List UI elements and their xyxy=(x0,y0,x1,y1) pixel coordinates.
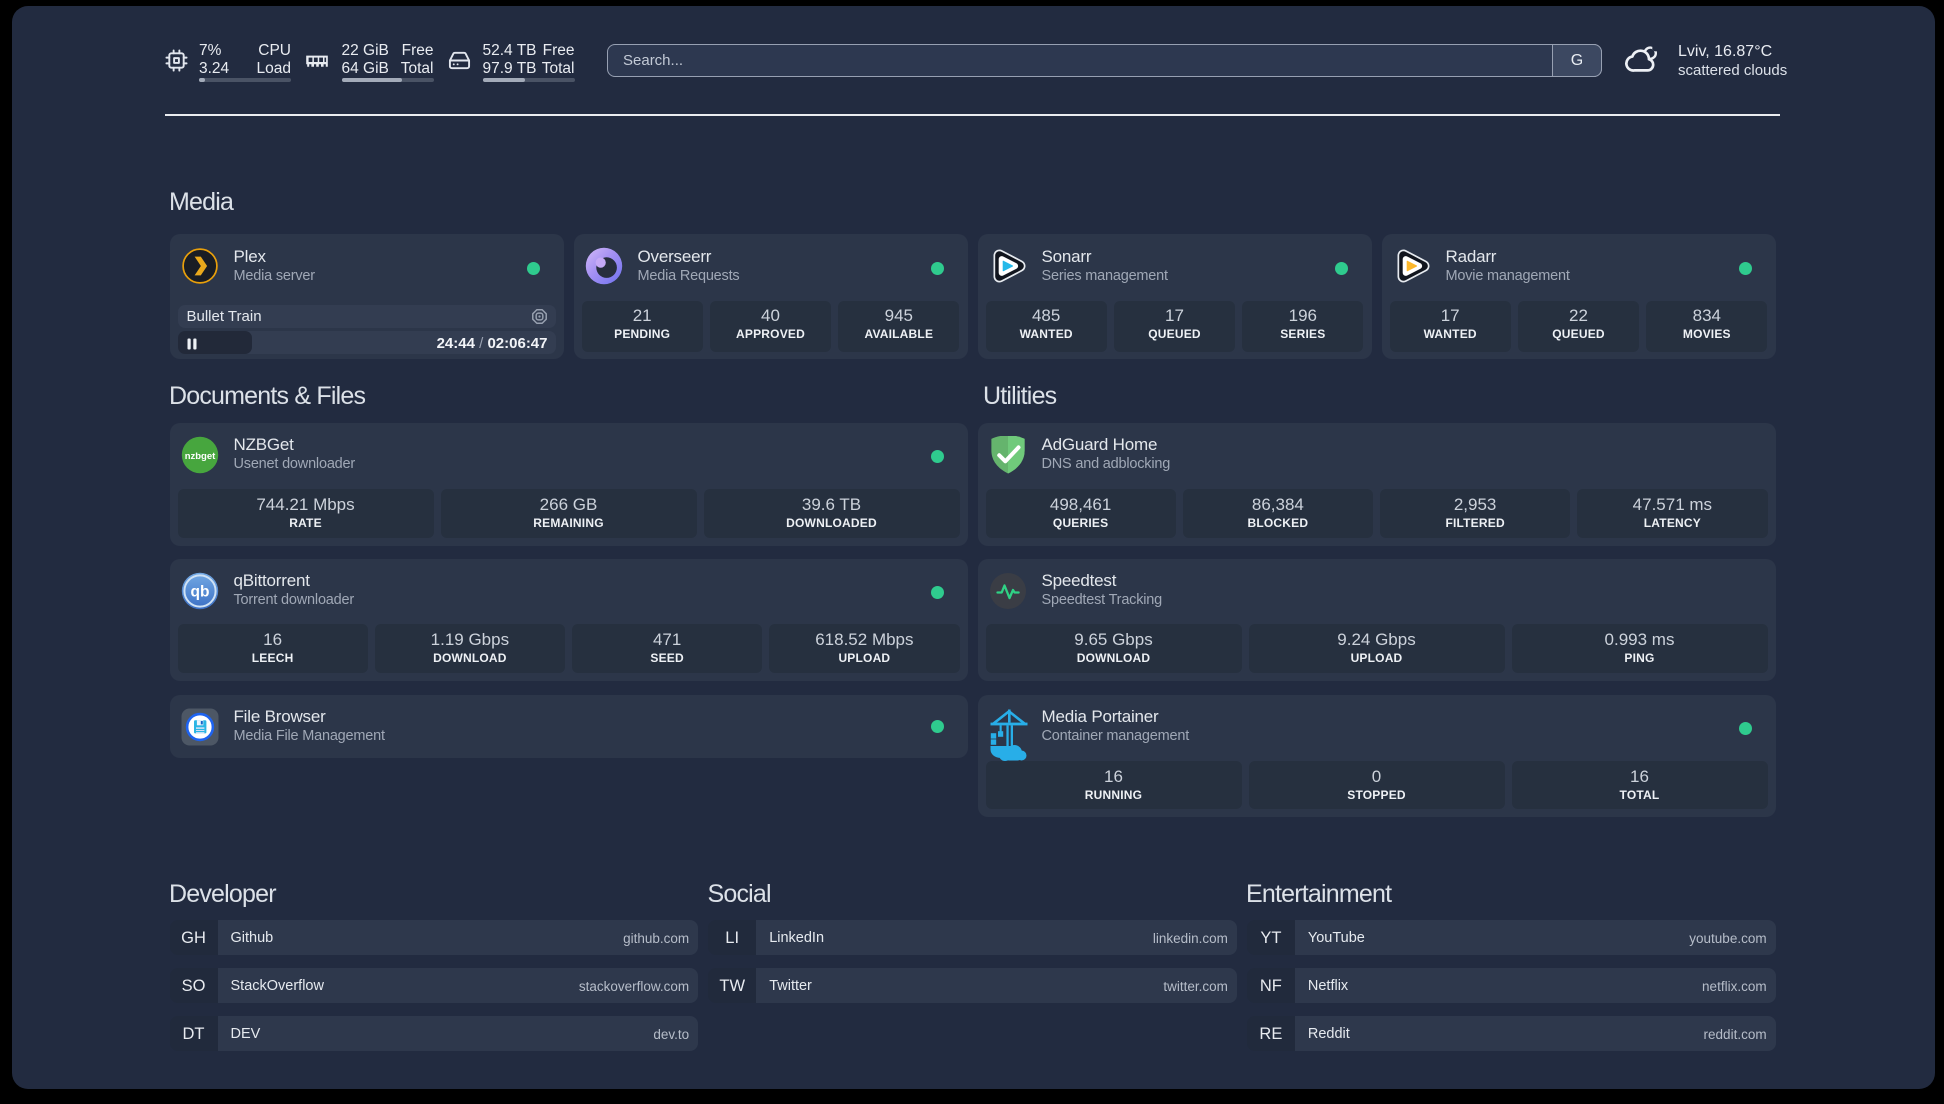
svg-text:qb: qb xyxy=(190,583,209,600)
svg-text:nzbget: nzbget xyxy=(184,450,215,461)
